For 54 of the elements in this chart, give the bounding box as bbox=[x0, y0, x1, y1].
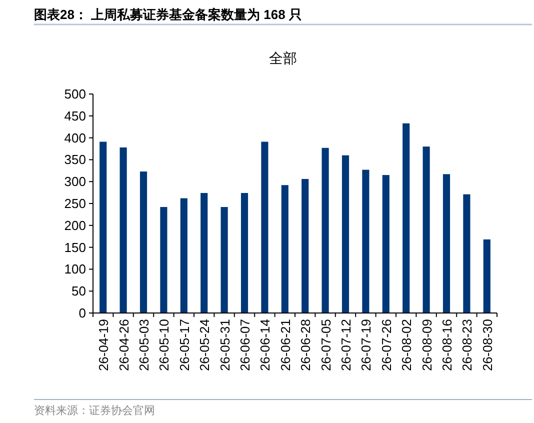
bar bbox=[442, 174, 450, 313]
chart-title: 图表28： 上周私募证券基金备案数量为 168 只 bbox=[34, 7, 302, 22]
y-tick-label: 100 bbox=[64, 262, 86, 277]
bar bbox=[302, 178, 309, 313]
bar bbox=[422, 146, 430, 313]
y-tick-label: 150 bbox=[64, 240, 86, 255]
x-tick-label: 26-06-21 bbox=[278, 319, 293, 372]
bar bbox=[463, 194, 470, 313]
y-tick-label: 250 bbox=[64, 196, 86, 211]
bar bbox=[180, 198, 188, 313]
y-tick-label: 300 bbox=[64, 174, 86, 190]
bar bbox=[382, 175, 390, 313]
x-tick-label: 26-08-16 bbox=[440, 319, 454, 372]
y-tick-label: 0 bbox=[78, 306, 86, 320]
bar bbox=[342, 155, 350, 313]
y-tick-label: 200 bbox=[64, 218, 86, 233]
x-tick-label: 26-06-14 bbox=[258, 319, 273, 372]
bar bbox=[140, 172, 148, 313]
x-tick-label: 26-08-02 bbox=[399, 319, 414, 372]
x-tick-label: 26-04-19 bbox=[96, 319, 112, 372]
x-tick-label: 26-07-12 bbox=[338, 319, 354, 372]
bar bbox=[322, 148, 329, 313]
x-tick-label: 26-05-24 bbox=[197, 319, 212, 372]
chart-subtitle: 全部 bbox=[269, 51, 297, 67]
bar bbox=[281, 185, 288, 313]
y-tick-label: 350 bbox=[64, 152, 86, 168]
bar bbox=[261, 142, 268, 313]
y-tick-label: 50 bbox=[72, 284, 86, 299]
x-tick-label: 26-07-19 bbox=[358, 319, 374, 372]
text: 资料来源：证券协会官网 bbox=[34, 404, 155, 417]
x-tick-label: 26-05-31 bbox=[217, 319, 232, 372]
y-tick-label: 400 bbox=[64, 130, 86, 146]
x-tick-label: 26-04-26 bbox=[116, 319, 132, 372]
bar bbox=[240, 192, 248, 313]
bar bbox=[200, 192, 208, 313]
x-tick-label: 26-05-10 bbox=[156, 319, 172, 372]
x-tick-label: 26-05-17 bbox=[176, 319, 192, 372]
y-tick-label: 450 bbox=[64, 108, 86, 124]
x-tick-label: 26-06-28 bbox=[298, 319, 314, 372]
bar bbox=[483, 239, 490, 313]
y-tick-label: 500 bbox=[64, 86, 86, 102]
x-tick-label: 26-06-07 bbox=[238, 319, 252, 372]
x-tick-label: 26-08-09 bbox=[419, 319, 434, 372]
bar bbox=[402, 123, 410, 313]
x-tick-label: 26-07-26 bbox=[378, 319, 394, 372]
bar bbox=[120, 147, 127, 313]
x-tick-label: 26-08-30 bbox=[480, 319, 495, 372]
bar bbox=[160, 207, 168, 313]
x-tick-label: 26-08-23 bbox=[460, 319, 475, 372]
x-tick-label: 26-07-05 bbox=[318, 319, 334, 372]
x-tick-label: 26-05-03 bbox=[136, 319, 152, 372]
bar bbox=[100, 142, 107, 313]
bar bbox=[362, 170, 370, 313]
bar bbox=[220, 207, 228, 313]
